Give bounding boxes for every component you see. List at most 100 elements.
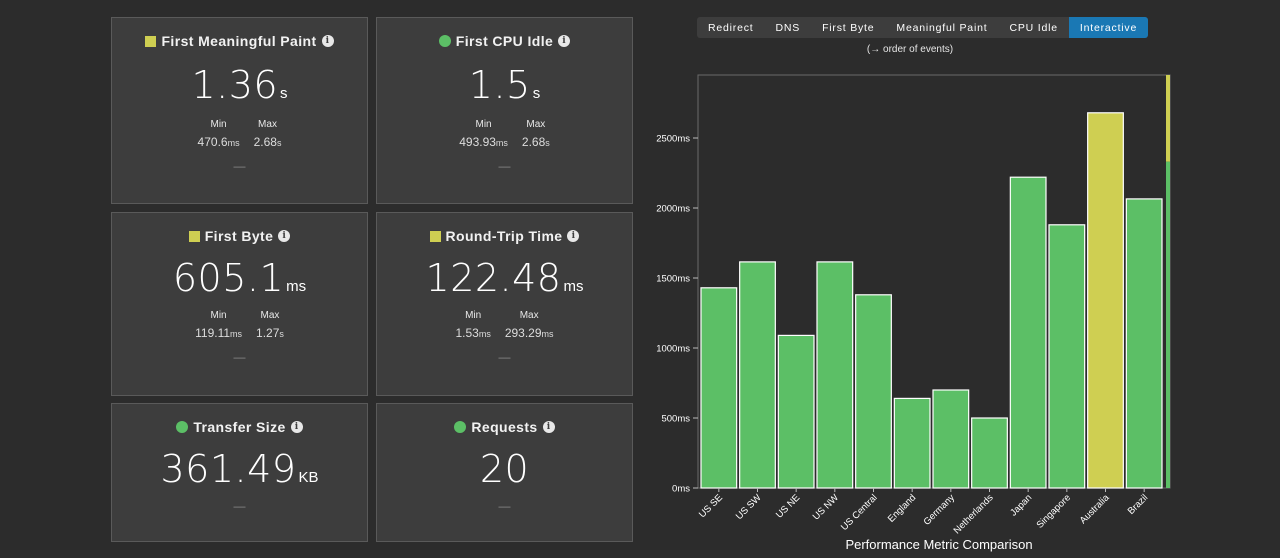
tab-dns[interactable]: DNS	[775, 21, 801, 34]
min-label: Min	[210, 310, 227, 321]
min-value: 119.11ms	[195, 326, 243, 340]
min-label: Min	[210, 119, 227, 130]
green-dot-icon	[438, 35, 451, 47]
x-tick-label: Singapore	[1035, 492, 1073, 530]
metric-value: 1.36 s	[112, 63, 367, 107]
value-number: 361.49	[160, 447, 297, 491]
x-tick-label: US Central	[839, 492, 880, 533]
y-tick-label: 0ms	[672, 484, 690, 495]
card-title-label: Transfer Size	[193, 419, 286, 435]
max-value: 2.68s	[253, 135, 282, 149]
metric-card-round-trip-time: Round-Trip Time i 122.48 ms Min 1.53ms Max…	[376, 212, 633, 396]
max-column: Max 293.29ms	[505, 310, 554, 340]
card-title-label: Round-Trip Time	[445, 228, 563, 244]
metric-tab-bar: Redirect DNS First Byte Meaningful Paint…	[697, 17, 1149, 38]
max-label: Max	[526, 119, 546, 130]
min-max: Min 1.53ms Max 293.29ms	[377, 310, 632, 340]
card-title: First CPU Idle i	[377, 33, 632, 49]
max-value: 1.27s	[256, 326, 284, 340]
green-dot-icon	[176, 421, 189, 433]
tab-redirect[interactable]: Redirect	[708, 21, 754, 34]
dash-separator: —	[233, 499, 246, 513]
bar	[932, 389, 970, 489]
card-title-label: First Byte	[204, 228, 274, 244]
min-label: Min	[465, 310, 482, 321]
info-icon[interactable]: i	[567, 230, 580, 242]
dash-separator: —	[233, 350, 246, 364]
bar	[700, 287, 738, 489]
info-icon[interactable]: i	[278, 230, 291, 242]
min-value: 470.6ms	[197, 135, 240, 149]
info-icon[interactable]: i	[321, 35, 334, 47]
metric-value: 1.5 s	[377, 63, 632, 107]
card-title: Transfer Size i	[112, 419, 367, 435]
tab-first-byte[interactable]: First Byte	[822, 21, 875, 34]
min-max: Min 470.6ms Max 2.68s	[112, 119, 367, 149]
value-unit: ms	[286, 278, 307, 295]
x-tick-label: US SW	[734, 492, 764, 522]
min-max: Min 493.93ms Max 2.68s	[377, 119, 632, 149]
yellow-square-icon	[145, 35, 157, 47]
tab-meaningful-paint[interactable]: Meaningful Paint	[896, 21, 988, 34]
value-number: 122.48	[425, 256, 562, 300]
max-label: Max	[258, 119, 277, 130]
bar	[893, 397, 931, 489]
min-column: Min 119.11ms	[195, 310, 242, 340]
dash-separator: —	[498, 350, 511, 364]
x-tick-label: US NE	[774, 492, 802, 520]
metric-value: 122.48 ms	[377, 256, 632, 300]
x-tick-label: Netherlands	[952, 492, 996, 536]
max-label: Max	[260, 310, 280, 321]
min-value: 1.53ms	[455, 326, 491, 340]
max-column: Max 2.68s	[522, 119, 550, 149]
min-column: Min 470.6ms	[198, 119, 240, 149]
info-icon[interactable]: i	[558, 35, 571, 47]
yellow-square-icon	[429, 230, 441, 242]
y-tick-label: 500ms	[661, 414, 690, 425]
bar	[1009, 176, 1047, 489]
metric-card-requests: Requests i 20 —	[376, 403, 633, 542]
green-dot-icon	[454, 421, 467, 433]
bar	[855, 294, 892, 489]
min-label: Min	[475, 119, 492, 130]
dash-separator: —	[233, 159, 246, 173]
value-unit: s	[280, 85, 288, 102]
card-title: First Byte i	[112, 228, 367, 244]
x-tick-label: Brazil	[1126, 492, 1151, 517]
x-tick-label: Germany	[922, 492, 958, 528]
edge-indicator-yellow	[1166, 75, 1170, 162]
dash-separator: —	[498, 499, 511, 513]
bar	[1048, 224, 1086, 489]
x-axis-label: Performance Metric Comparison	[845, 537, 1032, 552]
card-title: Requests i	[377, 419, 632, 435]
max-column: Max 2.68s	[254, 119, 282, 149]
dash-separator: —	[498, 159, 511, 173]
tab-cpu-idle[interactable]: CPU Idle	[1009, 21, 1058, 34]
bar	[1125, 198, 1163, 489]
card-title: Round-Trip Time i	[377, 228, 632, 244]
x-tick-label: US SE	[697, 492, 725, 520]
x-tick-label: US NW	[811, 492, 841, 522]
bar	[1087, 112, 1124, 489]
max-value: 2.68s	[521, 135, 550, 149]
min-column: Min 1.53ms	[455, 310, 490, 340]
min-column: Min 493.93ms	[459, 119, 508, 149]
card-title-label: Requests	[471, 419, 538, 435]
bar	[777, 334, 815, 489]
x-tick-label: Australia	[1078, 492, 1112, 526]
max-label: Max	[519, 310, 539, 321]
tab-interactive[interactable]: Interactive	[1068, 17, 1149, 38]
info-icon[interactable]: i	[290, 421, 303, 433]
max-value: 293.29ms	[504, 326, 554, 340]
card-title-label: First Meaningful Paint	[161, 33, 317, 49]
y-tick-label: 2000ms	[656, 204, 690, 215]
yellow-square-icon	[188, 230, 200, 242]
min-max: Min 119.11ms Max 1.27s	[112, 310, 367, 340]
metric-card-first-meaningful-paint: First Meaningful Paint i 1.36 s Min 470.6m…	[111, 17, 368, 204]
card-title-label: First CPU Idle	[455, 33, 554, 49]
info-icon[interactable]: i	[542, 421, 555, 433]
value-unit: KB	[298, 469, 319, 486]
x-tick-label: Japan	[1008, 492, 1034, 518]
order-of-events-note: (→ order of events)	[866, 44, 954, 55]
